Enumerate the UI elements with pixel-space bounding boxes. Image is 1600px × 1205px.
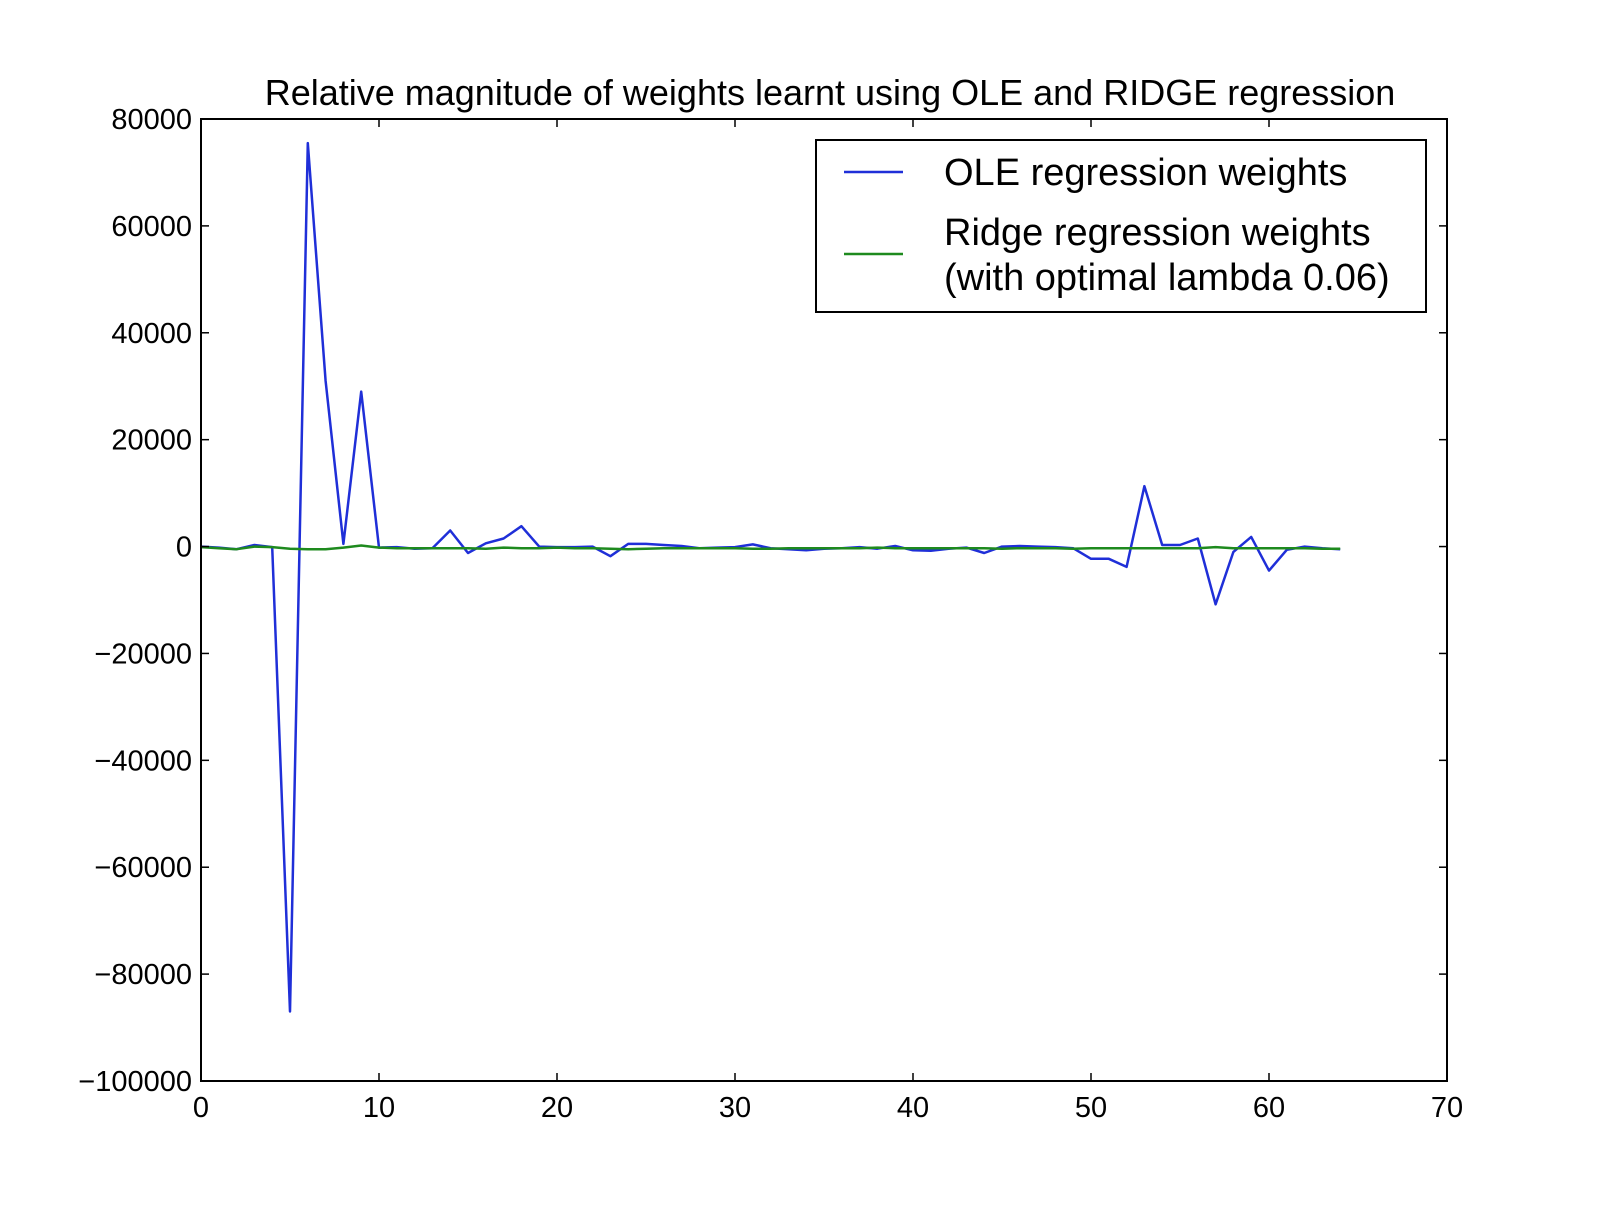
legend-label-ole: OLE regression weights bbox=[944, 152, 1347, 194]
x-tick-label: 50 bbox=[1075, 1092, 1107, 1124]
y-tick-label: 0 bbox=[176, 532, 192, 564]
series-line-ridge bbox=[200, 544, 1341, 551]
y-tick-label: −100000 bbox=[78, 1066, 192, 1098]
series-layer bbox=[200, 141, 1341, 1013]
x-tick-label: 10 bbox=[363, 1092, 395, 1124]
x-tick-label: 60 bbox=[1253, 1092, 1285, 1124]
x-tick-label: 20 bbox=[541, 1092, 573, 1124]
y-tick-label: −40000 bbox=[94, 745, 192, 777]
x-tick-label: 40 bbox=[897, 1092, 929, 1124]
legend-box bbox=[815, 139, 1427, 313]
legend-label-ridge: Ridge regression weights bbox=[944, 212, 1371, 254]
y-tick-label: −20000 bbox=[94, 638, 192, 670]
x-tick-label: 0 bbox=[193, 1092, 209, 1124]
y-tick-label: 80000 bbox=[111, 104, 192, 136]
y-tick-label: 60000 bbox=[111, 211, 192, 243]
legend: OLE regression weights Ridge regression … bbox=[815, 139, 1427, 313]
ticks-layer: 0 10 20 30 40 50 60 70 80000 60000 40000 20000 0 −200… bbox=[78, 104, 1463, 1124]
y-tick-label: 40000 bbox=[111, 318, 192, 350]
plot-area-frame bbox=[200, 118, 1448, 1082]
y-tick-label: −60000 bbox=[94, 852, 192, 884]
y-tick-label: −80000 bbox=[94, 959, 192, 991]
y-tick-label: 20000 bbox=[111, 425, 192, 457]
x-tick-label: 30 bbox=[719, 1092, 751, 1124]
legend-label-ridge-note: (with optimal lambda 0.06) bbox=[944, 257, 1390, 299]
chart-title: Relative magnitude of weights learnt usi… bbox=[265, 72, 1396, 113]
x-tick-label: 70 bbox=[1431, 1092, 1463, 1124]
